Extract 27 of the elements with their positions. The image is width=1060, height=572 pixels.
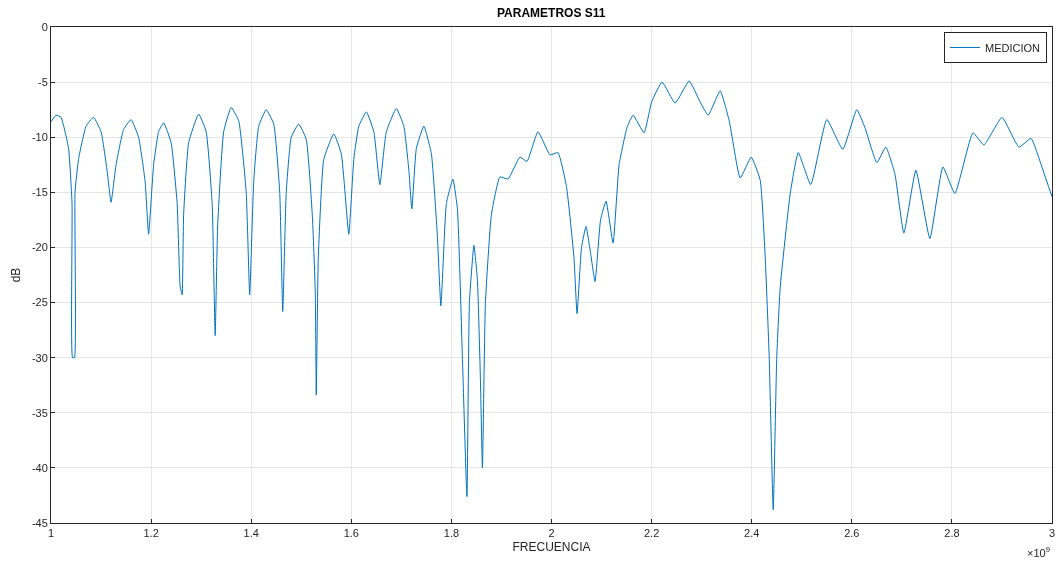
- x-tick-label: 1.4: [243, 527, 259, 540]
- x-tick-label: 3: [1048, 527, 1056, 540]
- x-tick-label: 2.8: [944, 527, 960, 540]
- y-tick-label: -10: [31, 131, 48, 144]
- line-series: [51, 80, 1052, 511]
- x-tick-label: 1.6: [343, 527, 359, 540]
- y-tick-label: 0: [41, 20, 48, 33]
- y-tick-label: -15: [31, 186, 48, 199]
- x-tick-label: 2: [548, 527, 555, 540]
- y-tick-label: -30: [31, 351, 48, 364]
- x-tick-label: 2.4: [744, 527, 760, 540]
- x-tick-label: 2.2: [643, 527, 660, 540]
- x-tick-label: 1.2: [143, 527, 159, 540]
- y-axis-title: dB: [9, 267, 24, 283]
- x-tick-label: 1: [47, 527, 55, 540]
- chart-title: PARAMETROS S11: [496, 5, 606, 20]
- y-tick-label: -45: [31, 516, 48, 529]
- y-tick-label: -40: [31, 461, 48, 474]
- y-tick-label: -35: [31, 406, 48, 419]
- x-axis-title: FRECUENCIA: [512, 540, 591, 555]
- x-tick-label: 2.6: [844, 527, 860, 540]
- y-tick-label: -25: [31, 296, 48, 309]
- y-tick-label: -20: [31, 241, 48, 254]
- x-tick-label: 1.8: [443, 527, 460, 540]
- legend-label: MEDICION: [984, 41, 1041, 54]
- y-tick-label: -5: [38, 75, 48, 88]
- text: ×10$^{9}$: [1027, 545, 1050, 559]
